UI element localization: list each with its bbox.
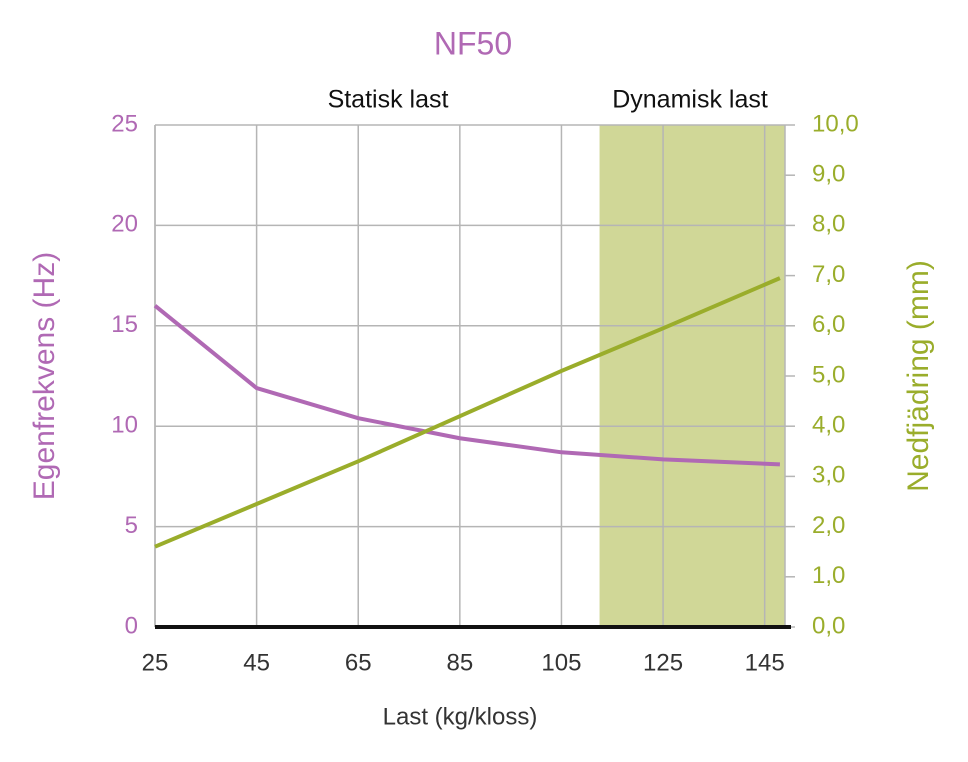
x-axis-label: Last (kg/kloss) xyxy=(383,703,538,730)
y2-tick-label: 10,0 xyxy=(812,110,859,137)
y-tick-label: 0 xyxy=(125,612,138,639)
y2-tick-label: 8,0 xyxy=(812,211,845,238)
x-tick-label: 145 xyxy=(745,649,785,676)
y2-tick-label: 2,0 xyxy=(812,512,845,539)
shaded-region xyxy=(599,125,785,627)
y-tick-label: 15 xyxy=(111,311,138,338)
x-tick-label: 65 xyxy=(345,649,372,676)
y2-tick-label: 9,0 xyxy=(812,161,845,188)
x-tick-label: 25 xyxy=(142,649,169,676)
series-line xyxy=(154,276,781,549)
x-tick-label: 85 xyxy=(446,649,473,676)
y2-tick-label: 7,0 xyxy=(812,261,845,288)
x-tick-label: 45 xyxy=(243,649,270,676)
y2-tick-label: 5,0 xyxy=(812,361,845,388)
y-axis-label: Egenfrekvens (Hz) xyxy=(28,252,61,500)
y2-tick-label: 3,0 xyxy=(812,462,845,489)
y2-tick-label: 1,0 xyxy=(812,562,845,589)
annotation: Dynamisk last xyxy=(612,86,768,114)
y-tick-label: 5 xyxy=(125,512,138,539)
x-tick-label: 105 xyxy=(541,649,581,676)
y2-tick-label: 0,0 xyxy=(812,612,845,639)
annotation: Statisk last xyxy=(328,86,449,114)
y-tick-label: 20 xyxy=(111,211,138,238)
series-line xyxy=(153,304,781,467)
y2-axis-label: Nedfjädring (mm) xyxy=(902,260,935,492)
y2-tick-label: 4,0 xyxy=(812,412,845,439)
x-tick-label: 125 xyxy=(643,649,683,676)
y2-tick-label: 6,0 xyxy=(812,311,845,338)
chart-title: NF50 xyxy=(434,25,512,61)
y-tick-label: 25 xyxy=(111,110,138,137)
y-tick-label: 10 xyxy=(111,412,138,439)
